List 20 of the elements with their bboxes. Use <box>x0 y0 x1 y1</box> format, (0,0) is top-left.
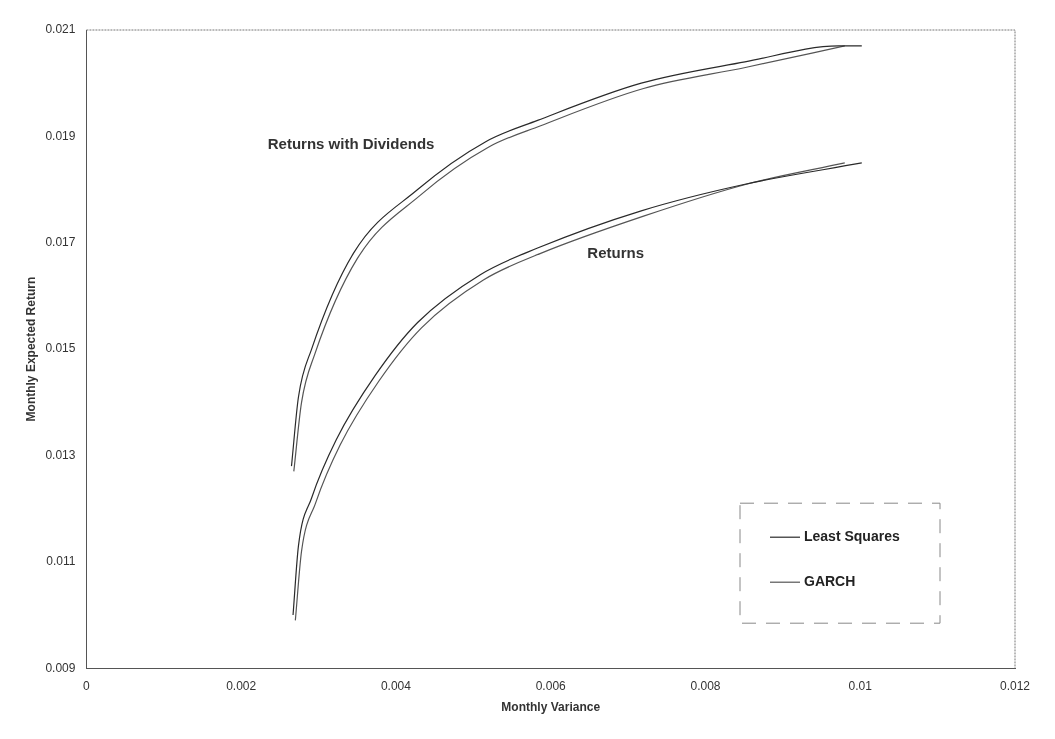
x-tick-label: 0.008 <box>690 678 721 693</box>
y-tick-label: 0.015 <box>45 341 76 356</box>
y-tick-label: 0.021 <box>45 22 76 37</box>
y-tick-label: 0.019 <box>45 128 76 143</box>
annotation: Returns with Dividends <box>267 135 435 153</box>
x-tick-label: 0.002 <box>226 678 257 693</box>
x-tick-label: 0.01 <box>848 678 873 693</box>
y-tick-label: 0.017 <box>45 235 76 250</box>
y-tick-label: 0.013 <box>45 447 76 462</box>
legend-label: GARCH <box>804 573 856 590</box>
annotation: Returns <box>587 243 645 261</box>
x-tick-label: 0.006 <box>535 678 567 693</box>
x-tick-label: 0.012 <box>999 678 1031 693</box>
y-axis-title: Monthly Expected Return <box>23 276 38 422</box>
y-tick-label: 0.011 <box>46 554 76 569</box>
legend-label: Least Squares <box>804 528 900 545</box>
y-tick-label: 0.009 <box>45 660 76 675</box>
x-axis-title: Monthly Variance <box>501 700 601 715</box>
x-tick-label: 0.004 <box>380 678 412 693</box>
x-tick-label: 0 <box>83 678 91 693</box>
